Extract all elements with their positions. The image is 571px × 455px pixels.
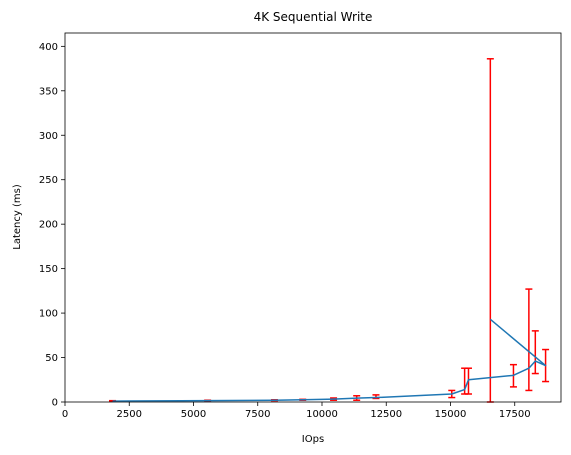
y-tick-label-0: 0 <box>52 398 58 409</box>
x-tick-label-1: 2500 <box>117 409 142 420</box>
x-tick-label-5: 12500 <box>370 409 402 420</box>
chart-title: 4K Sequential Write <box>254 10 373 24</box>
series-line-group <box>112 318 547 402</box>
error-bar-11 <box>525 288 533 392</box>
x-tick-label-3: 7500 <box>245 409 270 420</box>
y-tick-label-7: 350 <box>39 86 58 97</box>
y-tick-label-3: 150 <box>39 264 58 275</box>
y-tick-label-2: 100 <box>39 309 58 320</box>
error-bar-12 <box>531 330 539 375</box>
x-tick-label-0: 0 <box>62 409 68 420</box>
x-tick-label-4: 10000 <box>306 409 338 420</box>
y-tick-label-6: 300 <box>39 131 58 142</box>
x-axis-label: IOps <box>302 434 324 445</box>
y-axis-label: Latency (ms) <box>12 184 23 250</box>
series-line-0 <box>112 318 547 402</box>
y-tick-label-8: 400 <box>39 42 58 53</box>
y-tick-label-4: 200 <box>39 220 58 231</box>
x-tick-label-7: 17500 <box>499 409 531 420</box>
y-axis-ticks: 0 50 100 150 200 250 300 350 400 <box>39 42 65 409</box>
y-tick-label-1: 50 <box>45 353 58 364</box>
x-axis-ticks: 0 2500 5000 7500 10000 12500 15000 17500 <box>62 402 531 420</box>
x-tick-label-6: 15000 <box>435 409 467 420</box>
y-tick-label-5: 250 <box>39 175 58 186</box>
axes-frame <box>64 32 562 403</box>
x-tick-label-2: 5000 <box>181 409 206 420</box>
